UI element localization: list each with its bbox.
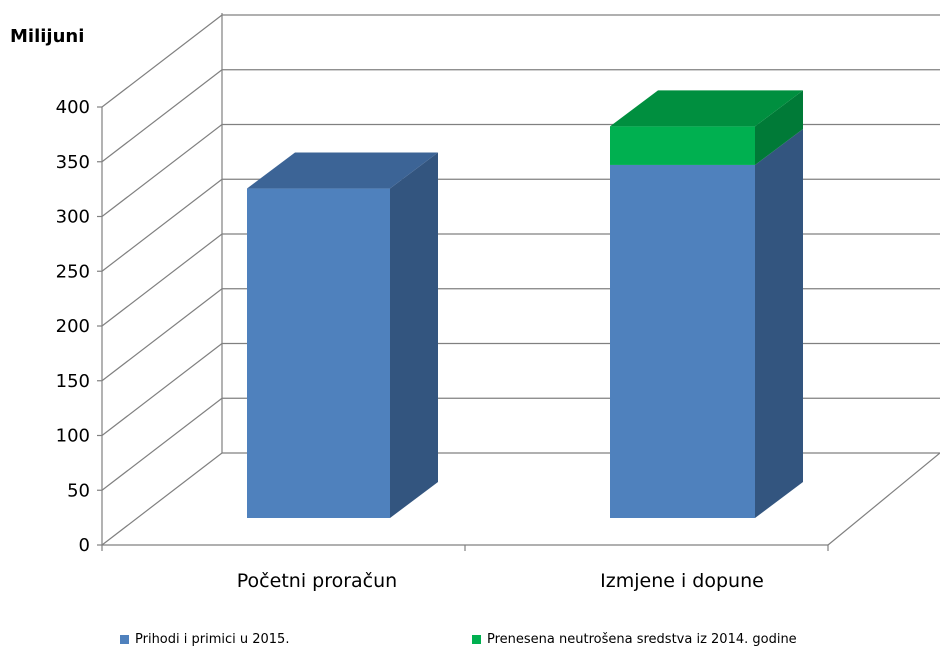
- bar-segment-front: [610, 126, 755, 165]
- bar-segment-front: [610, 164, 755, 518]
- legend-label-series-2: Prenesena neutrošena sredstva iz 2014. g…: [487, 632, 797, 647]
- y-tick-label: 0: [79, 535, 90, 556]
- y-axis-unit-label: Milijuni: [10, 26, 85, 47]
- bars: [247, 90, 803, 519]
- y-tick-label: 100: [56, 426, 90, 447]
- gridlines: [101, 13, 940, 546]
- legend-item-series-2: Prenesena neutrošena sredstva iz 2014. g…: [472, 632, 797, 647]
- y-tick-label: 350: [56, 152, 90, 173]
- bar-segment-top: [610, 90, 803, 127]
- bar-segment-side: [755, 128, 803, 518]
- gridline-side: [101, 178, 223, 272]
- floor-edge: [827, 452, 940, 546]
- bar-segment-front: [247, 188, 390, 519]
- gridline-side: [101, 14, 223, 108]
- y-tick-label: 300: [56, 207, 90, 228]
- bar-segment-side: [755, 90, 803, 165]
- y-tick-label: 50: [67, 480, 90, 501]
- legend-swatch-series-2: [472, 635, 481, 644]
- gridline-side: [101, 69, 223, 163]
- gridline-side: [101, 452, 223, 546]
- gridline-side: [101, 343, 223, 436]
- gridline-side: [101, 124, 223, 217]
- x-tick-label: Izmjene i dopune: [600, 570, 764, 592]
- legend-swatch-series-1: [120, 635, 129, 644]
- bar-segment-side: [390, 152, 438, 519]
- gridline-side: [101, 233, 223, 327]
- legend-label-series-1: Prihodi i primici u 2015.: [135, 632, 290, 647]
- y-tick-label: 150: [56, 371, 90, 392]
- legend: Prihodi i primici u 2015. Prenesena neut…: [0, 632, 940, 652]
- gridline-side: [101, 288, 223, 382]
- axes: [97, 106, 829, 551]
- y-tick-label: 250: [56, 261, 90, 282]
- tick-labels: 0 50 100 150 200 250 300 350 400 Početni proračun…: [56, 97, 764, 592]
- x-tick-label: Početni proračun: [237, 570, 397, 592]
- gridline-side: [101, 397, 223, 491]
- y-tick-label: 200: [56, 316, 90, 337]
- bar-segment-top: [247, 152, 438, 189]
- y-tick-label: 400: [56, 97, 90, 118]
- legend-item-series-1: Prihodi i primici u 2015.: [120, 632, 289, 647]
